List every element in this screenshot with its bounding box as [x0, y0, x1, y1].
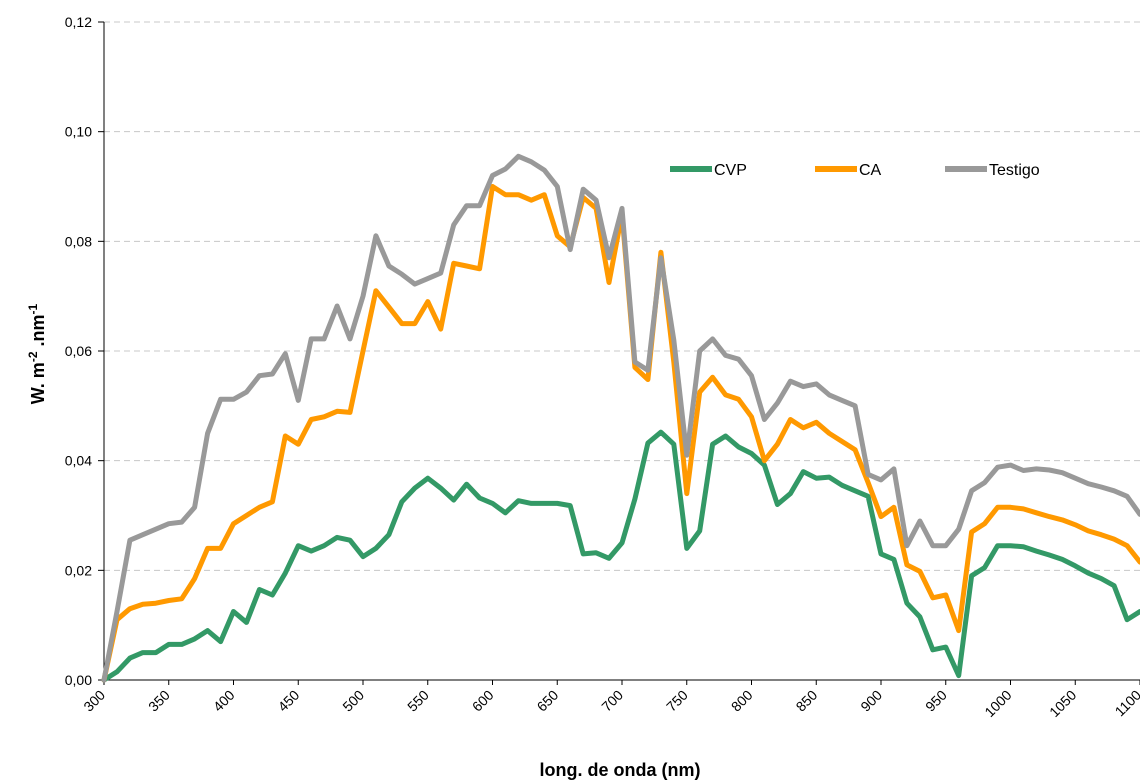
x-tick-label: 450 [275, 687, 303, 715]
legend-background [650, 150, 1090, 190]
x-tick-label: 1050 [1046, 687, 1079, 720]
x-tick-label: 800 [728, 687, 756, 715]
y-tick-label: 0,04 [65, 453, 92, 469]
x-tick-label: 950 [922, 687, 950, 715]
y-tick-label: 0,00 [65, 672, 92, 688]
x-tick-label: 550 [404, 687, 432, 715]
y-axis-title-exp1: -2 [26, 351, 40, 362]
x-tick-label: 850 [793, 687, 821, 715]
x-tick-label: 1000 [981, 687, 1014, 720]
x-tick-label: 900 [857, 687, 885, 715]
series-line-testigo [101, 153, 1140, 683]
series-lines [101, 153, 1140, 683]
x-tick-label: 300 [80, 687, 108, 715]
x-tick-labels: 300 350 400 450 500 550 600 650 700 750 800 850 900 9… [80, 687, 1140, 720]
legend-label-ca: CA [859, 162, 882, 179]
y-tick-label: 0,06 [65, 343, 92, 359]
y-axis-title: W. m-2 .nm-1 [26, 303, 48, 404]
series-line-ca [101, 184, 1140, 683]
x-tick-label: 750 [663, 687, 691, 715]
y-axis-title-exp2: -1 [26, 303, 40, 314]
y-tick-label: 0,12 [65, 14, 92, 30]
x-tick-label: 650 [534, 687, 562, 715]
x-tick-label: 600 [469, 687, 497, 715]
x-tick-label: 500 [339, 687, 367, 715]
x-tick-label: 350 [145, 687, 173, 715]
y-tick-label: 0,08 [65, 233, 92, 249]
x-tick-label: 700 [598, 687, 626, 715]
series-line-cvp [101, 429, 1140, 683]
y-tick-label: 0,02 [65, 562, 92, 578]
y-axis-title-base1: W. m [28, 362, 48, 404]
legend: CVP CA Testigo [670, 162, 1040, 179]
y-tick-label: 0,10 [65, 124, 92, 140]
x-tick-label: 1100 [1112, 687, 1140, 720]
y-tick-labels: 0,00 0,02 0,04 0,06 0,08 0,10 0,12 [65, 14, 92, 688]
x-axis-title: long. de onda (nm) [540, 760, 701, 780]
x-tick-label: 400 [210, 687, 238, 715]
legend-label-cvp: CVP [714, 162, 747, 179]
legend-label-testigo: Testigo [989, 162, 1040, 179]
grid-lines [104, 21, 1140, 571]
axes [98, 21, 1140, 685]
y-axis-title-base2: .nm [28, 314, 48, 351]
